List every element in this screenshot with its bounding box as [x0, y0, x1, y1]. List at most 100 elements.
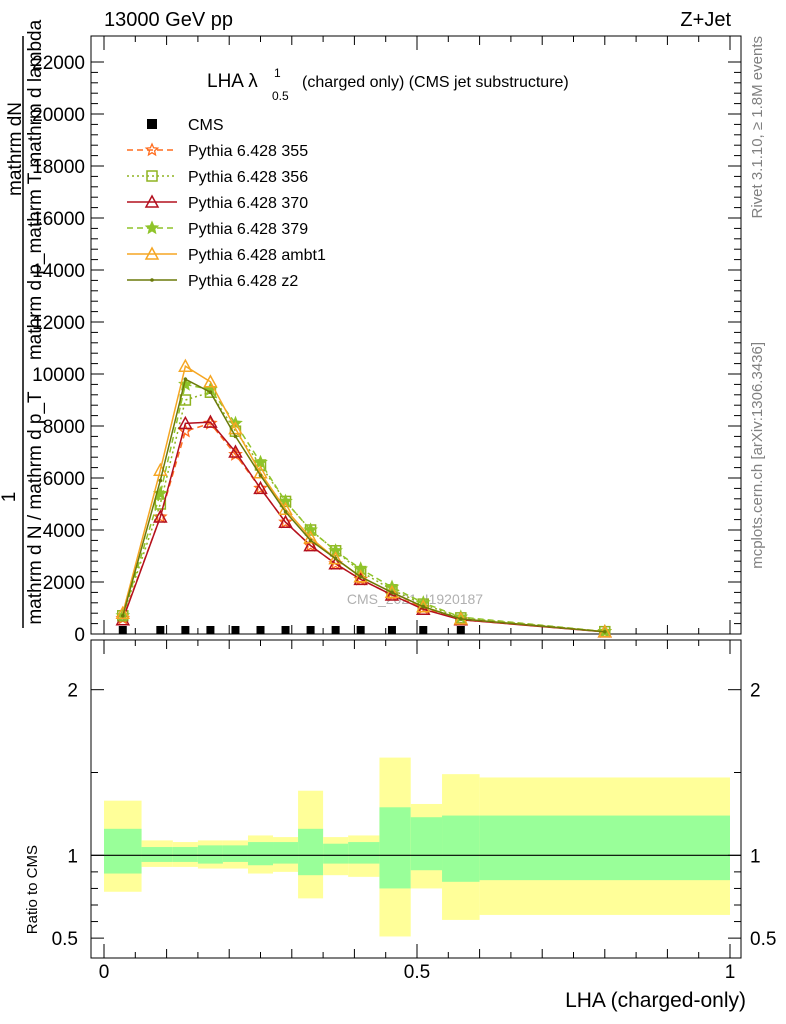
- legend-label: Pythia 6.428 ambt1: [188, 247, 326, 264]
- cms-point: [331, 626, 340, 634]
- ratio-band-inner: [222, 845, 248, 862]
- cms-point: [456, 626, 465, 634]
- ratio-band-inner: [141, 847, 173, 862]
- series-line: [122, 378, 605, 633]
- cms-point: [281, 626, 290, 634]
- main-y-axis-label: mathrm dN mathrm d p_mathrm T mathrm d l…: [0, 19, 46, 628]
- data-point: [208, 390, 213, 395]
- ratio-ytick-label: 1: [67, 846, 78, 867]
- legend-label: Pythia 6.428 370: [188, 195, 308, 212]
- title-subscript: 0.5: [272, 89, 289, 103]
- data-point: [278, 514, 293, 529]
- main-ytick-label: 4000: [43, 521, 85, 542]
- main-ytick-label: 2000: [43, 573, 85, 594]
- data-point: [253, 480, 268, 495]
- data-point: [178, 358, 193, 372]
- cms-point: [306, 626, 315, 634]
- header-left: 13000 GeV pp: [104, 9, 233, 31]
- ratio-band-inner: [104, 828, 142, 874]
- data-point: [146, 170, 158, 182]
- data-point: [328, 551, 343, 565]
- ratio-band-inner: [197, 845, 223, 864]
- legend-entry: Pythia 6.428 355: [127, 142, 308, 160]
- main-axes: 0 2000 4000 6000 8000 10000 12000 14000 16000 180…: [32, 35, 742, 646]
- data-point: [178, 423, 193, 438]
- legend-marker: [147, 119, 157, 129]
- title-main: LHA λ: [207, 71, 258, 92]
- ratio-band-inner: [273, 842, 299, 864]
- data-point: [308, 538, 313, 543]
- data-point: [152, 485, 168, 500]
- cms-point: [419, 626, 428, 634]
- title-superscript: 1: [274, 66, 281, 80]
- ratio-axes: 0.5 0.5 1 1 2 2 0 0.5 1: [52, 639, 776, 983]
- ratio-band-inner: [410, 817, 443, 871]
- ratio-ytick-label: 0.5: [52, 929, 78, 950]
- legend: CMS Pythia 6.428 355 Pythia 6.428 356 Pythi…: [127, 117, 326, 290]
- cms-point: [206, 626, 215, 634]
- series-line: [122, 383, 605, 633]
- ratio-band-inner: [172, 847, 198, 862]
- legend-label: Pythia 6.428 379: [188, 221, 308, 238]
- data-point: [120, 614, 125, 618]
- legend-entry: Pythia 6.428 356: [127, 169, 308, 186]
- legend-entry: Pythia 6.428 379: [127, 220, 308, 238]
- cms-point: [231, 626, 240, 634]
- ratio-bands: [104, 757, 730, 937]
- xtick-label: 0.5: [404, 962, 430, 983]
- ratio-band-inner: [247, 842, 274, 866]
- ratio-ytick-label-right: 1: [750, 846, 761, 867]
- data-point: [303, 538, 318, 552]
- main-ytick-label: 0: [74, 625, 85, 646]
- data-point: [144, 194, 160, 208]
- data-point: [115, 605, 131, 619]
- mcplots-label: mcplots.cern.ch [arXiv:1306.3436]: [749, 342, 766, 569]
- data-point: [228, 444, 243, 458]
- xtick-label: 0: [99, 962, 110, 983]
- main-ytick-label: 6000: [43, 469, 85, 490]
- data-point: [415, 601, 431, 616]
- data-point: [384, 584, 400, 599]
- legend-entry: Pythia 6.428 370: [127, 194, 308, 212]
- main-ytick-label: 10000: [32, 365, 85, 386]
- series-group: [115, 376, 613, 638]
- data-point: [154, 498, 167, 510]
- main-ytick-label: 14000: [32, 261, 85, 282]
- ratio-band-inner: [323, 843, 349, 864]
- data-point: [253, 480, 268, 495]
- legend-entry-cms: CMS: [147, 117, 224, 134]
- ratio-band-inner: [442, 815, 480, 882]
- data-point: [233, 434, 238, 439]
- data-point: [415, 599, 431, 613]
- data-point: [144, 246, 160, 260]
- data-point: [283, 510, 288, 514]
- data-point: [144, 220, 160, 235]
- ratio-band-inner: [348, 842, 380, 864]
- y-label-line-3: 1: [0, 492, 20, 503]
- cms-point: [181, 626, 190, 634]
- data-point: [258, 473, 263, 478]
- data-point: [459, 617, 463, 621]
- cms-point: [387, 626, 396, 634]
- legend-label: CMS: [188, 117, 224, 134]
- data-point: [150, 278, 154, 282]
- ratio-band-inner: [479, 815, 730, 881]
- legend-entry: Pythia 6.428 z2: [127, 273, 298, 290]
- data-point: [390, 590, 394, 595]
- y-label-line-2: mathrm d p_mathrm T mathrm d lambda: [25, 19, 46, 360]
- ratio-ytick-label-right: 2: [750, 681, 761, 702]
- data-point: [203, 374, 218, 388]
- rivet-label: Rivet 3.1.10, ≥ 1.8M events: [749, 36, 766, 219]
- header-right: Z+Jet: [680, 9, 731, 31]
- cms-point: [156, 626, 165, 634]
- data-point: [158, 478, 163, 483]
- xtick-label: 1: [725, 962, 736, 983]
- main-ytick-label: 8000: [43, 417, 85, 438]
- plot-title: LHA λ 1 0.5 (charged only) (CMS jet subs…: [207, 66, 569, 103]
- cms-point: [356, 626, 365, 634]
- ratio-ytick-label-right: 0.5: [750, 929, 776, 950]
- x-axis-label: LHA (charged-only): [565, 989, 746, 1012]
- data-point: [358, 575, 363, 579]
- data-point: [228, 421, 243, 435]
